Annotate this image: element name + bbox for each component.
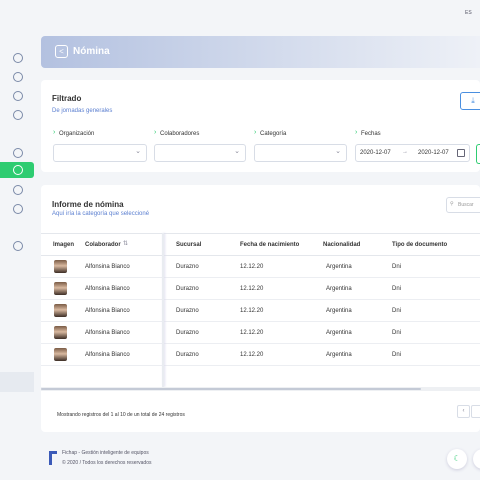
- column-header: Tipo de documento: [392, 242, 448, 248]
- date-from: 2020-12-07: [360, 150, 391, 156]
- cell: Argentina: [326, 264, 352, 270]
- theme-toggle[interactable]: ☾: [447, 449, 467, 469]
- download-button[interactable]: ⤓: [460, 92, 480, 110]
- cell: Alfonsina Bianco: [85, 308, 130, 314]
- nav-icon[interactable]: [13, 91, 23, 101]
- cell: 12.12.20: [240, 352, 264, 358]
- cell: Alfonsina Bianco: [85, 264, 130, 270]
- back-button[interactable]: <: [55, 45, 68, 58]
- filter-subtitle: De jornadas generales: [52, 108, 113, 114]
- cell: Argentina: [326, 330, 352, 336]
- cell: Durazno: [176, 330, 199, 336]
- chevron: ›: [254, 129, 257, 136]
- cell: Durazno: [176, 286, 199, 292]
- cell: Alfonsina Bianco: [85, 286, 130, 292]
- search-box[interactable]: ⚲ Buscar: [446, 197, 480, 213]
- prev-page[interactable]: ‹: [457, 405, 470, 418]
- column-header: Sucursal: [176, 242, 202, 248]
- cell: Dni: [392, 352, 402, 358]
- field-label: Organización: [59, 131, 95, 137]
- nav-icon[interactable]: [13, 110, 23, 120]
- nav-icon[interactable]: [13, 72, 23, 82]
- row-divider: [41, 343, 480, 344]
- select[interactable]: ⌄: [254, 144, 347, 162]
- row-divider: [41, 365, 480, 366]
- select[interactable]: ⌄: [154, 144, 246, 162]
- report-title: Informe de nómina: [52, 200, 124, 209]
- nav-icon[interactable]: [13, 53, 23, 63]
- cell: Argentina: [326, 286, 352, 292]
- sort-icon: ⇅: [123, 241, 129, 247]
- cell: Durazno: [176, 264, 199, 270]
- nav-icon[interactable]: [13, 204, 23, 214]
- report-subtitle: Aquí iría la categoría que seleccioné: [52, 211, 150, 217]
- cell: Dni: [392, 308, 402, 314]
- cell: 12.12.20: [240, 330, 264, 336]
- chevron: ›: [53, 129, 56, 136]
- filter-card: Filtrado De jornadas generales ⤓ › Organi…: [41, 80, 480, 172]
- footer-copyright: © 2020 / Todos los derechos reservados: [62, 460, 152, 466]
- nav-icon[interactable]: [13, 148, 23, 158]
- cell: Alfonsina Bianco: [85, 330, 130, 336]
- language[interactable]: ES: [465, 10, 472, 16]
- field-label: Fechas: [361, 131, 381, 137]
- row-divider: [41, 321, 480, 322]
- help-button[interactable]: [473, 449, 480, 469]
- cell: Dni: [392, 264, 402, 270]
- filter-title: Filtrado: [52, 94, 82, 103]
- column-header: Nacionalidad: [323, 242, 361, 248]
- column-header: Fecha de nacimiento: [240, 242, 300, 248]
- avatar: [54, 348, 67, 361]
- avatar: [54, 282, 67, 295]
- field-label: Categoría: [260, 131, 287, 137]
- field-label: Colaboradores: [160, 131, 200, 137]
- nav-icon[interactable]: [13, 185, 23, 195]
- date-range[interactable]: 2020-12-07 → 2020-12-07: [355, 144, 470, 162]
- logo: [49, 451, 57, 465]
- row-divider: [41, 299, 480, 300]
- column-header: Imagen: [53, 242, 75, 248]
- avatar: [54, 326, 67, 339]
- avatar: [54, 260, 67, 273]
- scrollbar[interactable]: [41, 387, 480, 391]
- sticky-divider: [162, 233, 164, 387]
- nav-icon[interactable]: [13, 241, 23, 251]
- apply-button[interactable]: [476, 144, 480, 164]
- cell: Durazno: [176, 308, 199, 314]
- search-placeholder: Buscar: [458, 202, 474, 208]
- next-page[interactable]: [471, 405, 480, 418]
- records-info: Mostrando registros del 1 al 10 de un to…: [57, 412, 185, 418]
- cell: 12.12.20: [240, 286, 264, 292]
- cell: Durazno: [176, 352, 199, 358]
- cell: Argentina: [326, 352, 352, 358]
- cell: Dni: [392, 286, 402, 292]
- footer-brand: Fichap - Gestión inteligente de equipos: [62, 450, 149, 456]
- row-divider: [41, 277, 480, 278]
- header-banner: < Nómina: [41, 36, 480, 68]
- chevron: ›: [154, 129, 157, 136]
- select[interactable]: ⌄: [53, 144, 147, 162]
- cell: Argentina: [326, 308, 352, 314]
- cell: Dni: [392, 330, 402, 336]
- date-to: 2020-12-07: [418, 150, 449, 156]
- nav-highlight: [0, 372, 34, 392]
- column-header: Colaborador: [85, 242, 121, 248]
- chevron: ›: [355, 129, 358, 136]
- cell: Alfonsina Bianco: [85, 352, 130, 358]
- avatar: [54, 304, 67, 317]
- report-card: Informe de nómina Aquí iría la categoría…: [41, 185, 480, 432]
- cell: 12.12.20: [240, 264, 264, 270]
- page-title: Nómina: [73, 46, 110, 57]
- cell: 12.12.20: [240, 308, 264, 314]
- nav-active[interactable]: [0, 162, 34, 178]
